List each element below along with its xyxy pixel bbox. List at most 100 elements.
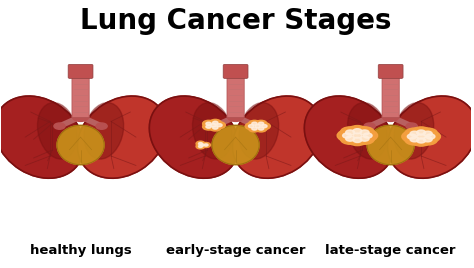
FancyBboxPatch shape xyxy=(72,75,89,117)
Text: late-stage cancer: late-stage cancer xyxy=(325,244,456,257)
Ellipse shape xyxy=(304,96,394,178)
Circle shape xyxy=(251,123,262,129)
Ellipse shape xyxy=(0,96,84,178)
Circle shape xyxy=(407,134,416,139)
Circle shape xyxy=(406,123,417,129)
Circle shape xyxy=(248,125,254,128)
Circle shape xyxy=(210,124,221,131)
Circle shape xyxy=(204,144,208,146)
Ellipse shape xyxy=(388,96,474,178)
Circle shape xyxy=(411,127,431,138)
Ellipse shape xyxy=(367,125,414,165)
Circle shape xyxy=(420,131,440,142)
Circle shape xyxy=(353,133,362,138)
Circle shape xyxy=(252,123,264,129)
Circle shape xyxy=(343,133,352,138)
Circle shape xyxy=(402,131,422,142)
Circle shape xyxy=(363,133,372,138)
Circle shape xyxy=(418,128,438,139)
Circle shape xyxy=(360,130,369,135)
Circle shape xyxy=(72,112,89,121)
Ellipse shape xyxy=(192,103,232,159)
Circle shape xyxy=(410,131,419,136)
Circle shape xyxy=(423,137,432,142)
Circle shape xyxy=(201,143,210,147)
Circle shape xyxy=(417,130,426,135)
Circle shape xyxy=(411,131,431,142)
FancyBboxPatch shape xyxy=(227,75,244,117)
Ellipse shape xyxy=(149,96,239,178)
Circle shape xyxy=(202,120,215,127)
Circle shape xyxy=(213,122,226,129)
Circle shape xyxy=(355,127,374,138)
Circle shape xyxy=(353,129,362,134)
Circle shape xyxy=(405,128,425,139)
Circle shape xyxy=(248,120,261,127)
Circle shape xyxy=(418,134,438,145)
Text: Lung Cancer Stages: Lung Cancer Stages xyxy=(80,7,392,35)
Circle shape xyxy=(355,133,374,144)
Circle shape xyxy=(340,127,360,138)
Circle shape xyxy=(353,137,362,143)
Circle shape xyxy=(208,122,219,129)
Circle shape xyxy=(255,125,267,132)
Circle shape xyxy=(252,122,257,125)
Circle shape xyxy=(258,122,264,125)
Circle shape xyxy=(346,130,355,135)
Ellipse shape xyxy=(84,103,124,159)
Circle shape xyxy=(202,123,215,130)
Circle shape xyxy=(210,119,221,126)
Circle shape xyxy=(262,125,267,128)
Circle shape xyxy=(217,124,222,127)
Circle shape xyxy=(196,144,205,149)
Circle shape xyxy=(198,143,207,147)
Ellipse shape xyxy=(77,96,167,178)
Circle shape xyxy=(206,122,211,125)
FancyBboxPatch shape xyxy=(382,75,399,117)
Circle shape xyxy=(252,127,257,130)
Circle shape xyxy=(54,123,65,129)
Ellipse shape xyxy=(232,96,322,178)
Circle shape xyxy=(360,136,369,141)
FancyBboxPatch shape xyxy=(68,64,93,79)
Circle shape xyxy=(417,138,426,143)
Circle shape xyxy=(248,125,261,132)
Ellipse shape xyxy=(37,103,77,159)
Circle shape xyxy=(212,121,218,124)
Circle shape xyxy=(196,141,205,146)
Circle shape xyxy=(258,127,264,130)
Circle shape xyxy=(258,123,270,129)
FancyBboxPatch shape xyxy=(223,64,248,79)
Ellipse shape xyxy=(212,125,259,165)
Circle shape xyxy=(228,112,244,121)
Circle shape xyxy=(347,134,367,146)
Circle shape xyxy=(201,144,204,146)
Circle shape xyxy=(410,137,419,142)
Circle shape xyxy=(206,125,211,128)
Circle shape xyxy=(245,123,257,129)
Circle shape xyxy=(199,145,202,147)
Circle shape xyxy=(426,134,435,139)
Circle shape xyxy=(423,131,432,136)
Circle shape xyxy=(346,136,355,141)
Circle shape xyxy=(211,124,216,127)
Ellipse shape xyxy=(347,103,387,159)
Circle shape xyxy=(337,130,357,141)
Ellipse shape xyxy=(394,103,434,159)
Ellipse shape xyxy=(239,103,279,159)
Circle shape xyxy=(340,133,360,144)
Circle shape xyxy=(212,126,218,129)
Circle shape xyxy=(255,120,267,127)
Ellipse shape xyxy=(57,125,104,165)
Circle shape xyxy=(364,123,375,129)
Circle shape xyxy=(209,123,220,129)
Circle shape xyxy=(199,143,202,145)
Circle shape xyxy=(96,123,107,129)
Circle shape xyxy=(358,130,378,141)
Circle shape xyxy=(411,135,431,146)
Circle shape xyxy=(405,134,425,145)
Circle shape xyxy=(255,125,261,128)
Circle shape xyxy=(383,112,399,121)
Circle shape xyxy=(347,130,367,141)
Circle shape xyxy=(347,125,367,137)
